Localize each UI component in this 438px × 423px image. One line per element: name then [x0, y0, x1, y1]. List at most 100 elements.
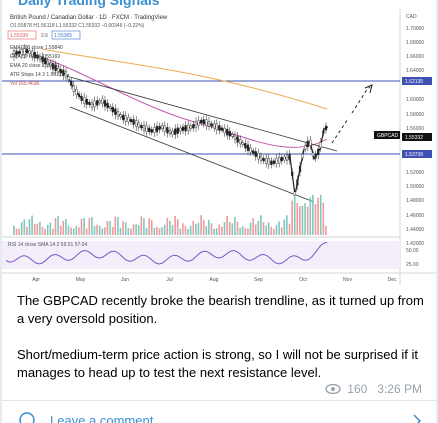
volume-bar	[293, 197, 296, 235]
candle	[202, 119, 205, 125]
price-label: 1.52000	[406, 170, 424, 176]
candle	[64, 71, 68, 78]
candle	[306, 140, 309, 148]
volume-bar	[106, 221, 109, 235]
rsi-label: RSI 14 close SMA 14 2 59.51 57.04	[8, 242, 87, 248]
candle	[194, 121, 198, 128]
candle	[132, 119, 135, 125]
candle	[171, 130, 174, 135]
volume-bar	[192, 220, 195, 235]
volume-bar	[236, 221, 239, 235]
comment-icon	[19, 412, 35, 423]
candle	[257, 152, 260, 160]
month-label: Oct	[299, 277, 307, 283]
candle	[262, 158, 265, 162]
candle	[114, 108, 117, 115]
volume-bar	[57, 216, 59, 235]
candle	[293, 191, 296, 196]
candles	[12, 44, 328, 199]
candle	[148, 127, 151, 133]
volume-bar	[70, 227, 72, 235]
volume-bar	[317, 197, 319, 235]
indicator-label: EMA 200 close 1.59840	[10, 45, 63, 51]
indicator-label: EMA 50 close 1.55169	[10, 54, 60, 60]
candle	[124, 115, 127, 122]
volume-bar	[213, 228, 215, 235]
volume-bar	[260, 215, 262, 235]
candle	[163, 125, 166, 132]
volume-bar	[119, 227, 122, 235]
candle	[116, 111, 120, 117]
candle	[101, 98, 104, 104]
candle	[75, 89, 78, 95]
volume-bar	[312, 194, 314, 235]
candle	[228, 131, 231, 137]
volume-bar	[85, 228, 88, 235]
candle	[252, 150, 255, 154]
candle	[59, 69, 62, 74]
month-label: May	[76, 277, 86, 283]
candle	[239, 138, 242, 145]
candle	[96, 100, 99, 106]
volume-bar	[161, 227, 163, 235]
candle	[200, 119, 203, 124]
volume-bar	[187, 228, 189, 235]
candle	[197, 120, 200, 126]
price-label: 1.58000	[406, 112, 424, 118]
price-tag-label: 1.53739	[405, 152, 423, 158]
symbol-tag-label: GBPCAD	[377, 133, 399, 139]
candle	[280, 156, 283, 162]
volume-bar	[163, 224, 166, 235]
candle	[236, 136, 239, 143]
candle	[33, 52, 36, 59]
candle	[77, 93, 81, 97]
channel-name[interactable]: Daily Trading Signals	[18, 0, 160, 8]
candle	[192, 123, 195, 129]
volume-bar	[59, 225, 62, 235]
candle	[49, 62, 52, 67]
volume-bar	[145, 227, 148, 235]
price-label: 1.50000	[406, 184, 424, 190]
rsi-band	[2, 241, 400, 269]
volume-bar	[114, 216, 117, 235]
candle	[207, 120, 211, 127]
leave-comment[interactable]: Leave a comment	[50, 413, 154, 423]
candle	[153, 127, 156, 133]
candle	[249, 147, 252, 153]
candle	[122, 114, 125, 121]
volume-bar	[267, 222, 270, 235]
volume-bar	[239, 227, 241, 235]
volume-bar	[262, 222, 265, 235]
time-axis: Apr May Jun Jul Aug Sep Oct Nov Dec	[32, 277, 397, 283]
candle	[317, 148, 320, 156]
ask-box	[51, 30, 81, 40]
chart-image[interactable]: British Pound / Canadian Dollar · 1D · F…	[2, 9, 436, 285]
volume-bar	[78, 227, 80, 235]
arrow-head	[364, 84, 373, 94]
candle	[184, 125, 187, 132]
volume-bar	[234, 216, 236, 235]
candle	[44, 58, 47, 65]
volume-bar	[26, 226, 28, 235]
candle	[98, 100, 101, 104]
volume-bar	[304, 203, 306, 235]
price-label: 1.46000	[406, 213, 424, 219]
ema-50	[31, 53, 328, 148]
volume-bar	[140, 216, 143, 235]
candle	[158, 125, 161, 131]
volume-bar	[254, 224, 257, 235]
volume-bar	[202, 219, 205, 235]
volume-bar	[244, 228, 247, 235]
candle	[272, 160, 276, 164]
volume-bar	[156, 226, 158, 235]
price-label: 1.64000	[406, 68, 424, 74]
volume-bar	[306, 206, 309, 235]
volume-bar	[179, 228, 182, 235]
candle	[291, 171, 294, 176]
candle	[145, 125, 148, 132]
candle	[179, 127, 182, 132]
ask: 1.55365	[54, 33, 72, 39]
volume-bar	[41, 226, 44, 235]
candle	[288, 154, 291, 161]
volume-bar	[275, 224, 278, 235]
